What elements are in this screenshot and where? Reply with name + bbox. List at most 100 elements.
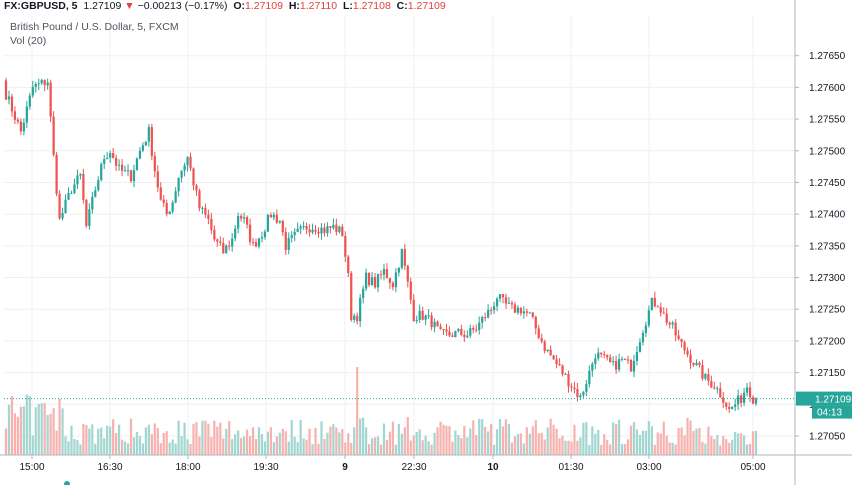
candle-body — [513, 304, 517, 313]
volume-bar — [632, 422, 636, 455]
candle-body — [671, 322, 674, 325]
volume-bar — [150, 434, 153, 455]
symbol-label[interactable]: FX:GBPUSD, 5 — [4, 0, 78, 12]
candle-body — [43, 79, 46, 86]
volume-bar — [567, 440, 570, 455]
volume-bar — [641, 430, 645, 455]
volume-bar — [7, 404, 11, 455]
volume-bar — [347, 433, 350, 455]
candle-body — [222, 242, 225, 254]
candle-body — [430, 315, 433, 328]
price-tick-label: 1.27400 — [809, 210, 846, 221]
candle-body — [180, 170, 183, 178]
candle-body — [266, 214, 270, 232]
volume-bar — [284, 431, 287, 455]
candle-body — [421, 310, 424, 320]
low-label: L: — [342, 0, 353, 12]
candle-body — [632, 360, 636, 372]
ohlc-header: FX:GBPUSD, 5 1.27109 ▼ −0.00213 (−0.17%)… — [4, 0, 446, 14]
candle-body — [290, 235, 293, 238]
candle-body — [549, 349, 552, 356]
volume-bar — [326, 432, 329, 455]
volume-bar — [534, 420, 537, 455]
last-price: 1.27109 — [83, 0, 122, 12]
candle-body — [469, 328, 472, 336]
candle-body — [484, 317, 487, 319]
volume-bar — [70, 425, 73, 455]
volume-bar — [436, 427, 439, 455]
volume-bar — [439, 421, 442, 455]
volume-bar — [37, 403, 40, 455]
candle-body — [132, 170, 136, 182]
volume-bar — [543, 439, 546, 455]
candle-body — [418, 310, 421, 321]
volume-bar — [472, 420, 475, 455]
price-tick-label: 1.27150 — [809, 368, 846, 379]
price-tick-label: 1.27050 — [809, 431, 846, 442]
volume-bar — [141, 443, 145, 455]
time-tick-label: 22:30 — [401, 462, 426, 473]
volume-bar — [344, 442, 347, 455]
volume-bar — [251, 427, 255, 455]
volume-bar — [302, 438, 305, 455]
volume-bar — [674, 444, 677, 455]
candle-body — [353, 315, 356, 320]
candle-body — [668, 322, 671, 325]
volume-bar — [469, 428, 472, 455]
candle-body — [79, 173, 82, 176]
volume-bar — [156, 428, 159, 455]
volume-bar — [373, 437, 377, 455]
high-value: 1.27110 — [299, 0, 338, 12]
volume-bar — [103, 438, 106, 455]
volume-bar — [210, 437, 213, 455]
volume-bar — [427, 441, 430, 455]
volume-bar — [55, 430, 58, 455]
volume-bar — [376, 436, 380, 455]
volume-bar — [359, 418, 362, 455]
candle-body — [162, 199, 165, 203]
candle-body — [156, 171, 159, 188]
volume-bar — [507, 423, 511, 455]
candle-body — [302, 225, 305, 227]
candle-body — [338, 226, 341, 232]
series-title[interactable]: British Pound / U.S. Dollar, 5, FXCM — [10, 21, 179, 33]
candle-body — [237, 216, 240, 229]
volume-bar — [734, 431, 737, 455]
candle-body — [573, 387, 576, 390]
volume-bar — [367, 444, 371, 455]
volume-bar — [385, 439, 389, 455]
volume-bar — [719, 445, 722, 455]
candle-body — [579, 395, 582, 398]
volume-bar — [698, 427, 701, 455]
volume-bar — [281, 428, 284, 455]
volume-bar — [478, 418, 481, 455]
volume-bar — [457, 434, 460, 455]
candle-body — [16, 119, 20, 122]
candle-body — [504, 297, 508, 304]
volume-bar — [415, 432, 418, 455]
volume-bar — [433, 432, 436, 455]
candle-body — [677, 335, 680, 339]
volume-bar — [707, 426, 710, 455]
volume-legend[interactable]: Vol (20) — [10, 35, 47, 47]
volume-bar — [335, 427, 338, 455]
candle-body — [379, 274, 383, 276]
volume-bar — [728, 442, 731, 455]
candle-body — [734, 404, 737, 407]
volume-bar — [487, 431, 490, 455]
volume-bar — [612, 422, 615, 455]
candle-body — [365, 272, 368, 289]
candle-body — [409, 281, 412, 300]
candle-body — [629, 359, 633, 372]
volume-bar — [671, 442, 674, 455]
candle-body — [189, 156, 192, 169]
volume-bar — [4, 428, 8, 455]
volume-bar — [644, 430, 647, 455]
volume-bar — [126, 443, 130, 455]
volume-bar — [88, 428, 91, 455]
volume-bar — [680, 427, 683, 455]
candle-body — [740, 395, 743, 403]
volume-bar — [692, 430, 695, 455]
volume-bar — [555, 428, 558, 455]
